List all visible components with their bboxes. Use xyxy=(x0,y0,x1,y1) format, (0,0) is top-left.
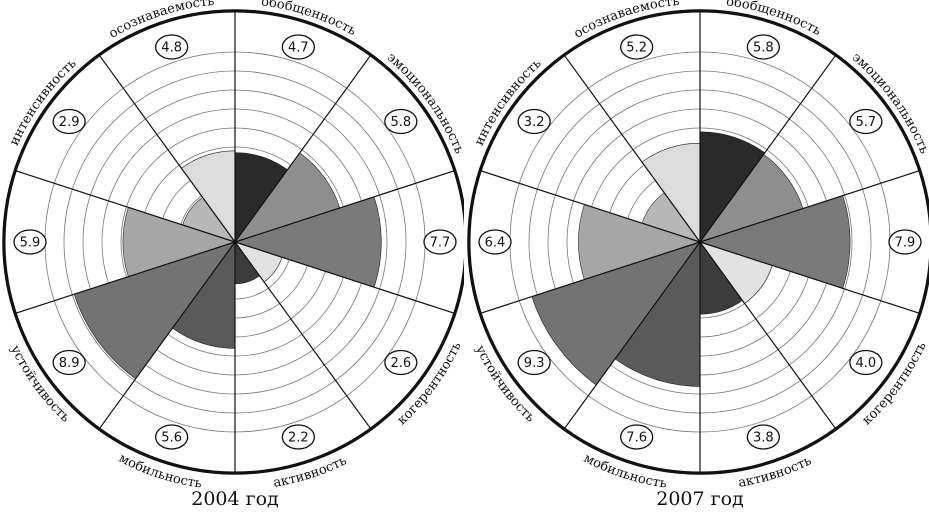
sector-6 xyxy=(531,241,701,386)
value-label-7: 5.9 xyxy=(13,229,47,255)
value-bubble xyxy=(423,229,457,255)
value-text: 4.0 xyxy=(856,356,877,371)
value-text: 2.2 xyxy=(288,430,309,445)
value-text: 2.9 xyxy=(59,115,80,130)
chart-2004: 4.7 5.8 7.7 2.6 2.2 5.6 8.9 5.9 2.9 4.8 обобщеннос… xyxy=(0,0,464,514)
value-bubble xyxy=(155,424,189,450)
value-bubble xyxy=(517,108,551,135)
value-label-5: 7.6 xyxy=(620,424,654,450)
value-text: 7.9 xyxy=(895,236,916,251)
value-bubble xyxy=(849,108,883,135)
value-label-2: 7.9 xyxy=(888,229,922,255)
value-text: 5.2 xyxy=(626,41,647,56)
value-text: 9.3 xyxy=(524,356,545,371)
value-bubble xyxy=(52,108,86,135)
spoke xyxy=(479,169,701,243)
spoke xyxy=(234,241,456,315)
chart-caption: 2004 год xyxy=(191,488,279,510)
value-bubble xyxy=(478,229,512,255)
value-bubble xyxy=(888,229,922,255)
value-text: 8.9 xyxy=(59,356,80,371)
spoke xyxy=(699,241,837,431)
value-label-9: 5.2 xyxy=(620,34,654,60)
spoke xyxy=(234,53,372,243)
spoke xyxy=(98,241,236,431)
value-bubble xyxy=(384,108,418,135)
value-label-2: 7.7 xyxy=(423,229,457,255)
chart-2004-svg: 4.75.87.72.62.25.68.95.92.94.8обобщеннос… xyxy=(0,0,464,510)
value-bubble xyxy=(620,424,654,450)
value-label-0: 5.8 xyxy=(746,34,780,60)
value-bubble xyxy=(746,424,780,450)
spoke xyxy=(234,169,456,243)
value-label-3: 4.0 xyxy=(849,349,883,376)
spoke xyxy=(699,169,921,243)
chart-2007-svg: 5.85.77.94.03.87.69.36.43.25.2обобщеннос… xyxy=(465,0,929,510)
sector-7 xyxy=(578,204,701,280)
value-text: 4.7 xyxy=(288,41,309,56)
value-text: 7.6 xyxy=(626,430,647,445)
value-label-8: 3.2 xyxy=(517,108,551,135)
value-text: 5.6 xyxy=(161,430,182,445)
value-bubble xyxy=(746,34,780,60)
value-label-6: 9.3 xyxy=(517,349,551,376)
sector-2 xyxy=(699,195,851,289)
value-bubble xyxy=(517,349,551,376)
value-text: 5.8 xyxy=(753,41,774,56)
value-label-1: 5.8 xyxy=(384,108,418,135)
value-text: 6.4 xyxy=(485,236,506,251)
value-bubble xyxy=(620,34,654,60)
value-label-5: 5.6 xyxy=(155,424,189,450)
outer-ring xyxy=(467,9,929,475)
value-label-8: 2.9 xyxy=(52,108,86,135)
sector-5 xyxy=(614,241,701,387)
spoke xyxy=(699,53,837,243)
value-bubble xyxy=(281,424,315,450)
spoke xyxy=(14,241,236,315)
value-bubble xyxy=(13,229,47,255)
value-text: 5.9 xyxy=(20,236,41,251)
value-label-1: 5.7 xyxy=(849,108,883,135)
value-label-3: 2.6 xyxy=(384,349,418,376)
value-label-9: 4.8 xyxy=(155,34,189,60)
value-bubble xyxy=(281,34,315,60)
value-text: 5.8 xyxy=(391,115,412,130)
spoke xyxy=(98,53,236,243)
value-bubble xyxy=(52,349,86,376)
value-text: 3.8 xyxy=(753,430,774,445)
spoke xyxy=(563,241,701,431)
value-text: 5.7 xyxy=(856,115,877,130)
sector-2 xyxy=(234,196,382,288)
value-bubble xyxy=(849,349,883,376)
spoke xyxy=(699,241,921,315)
value-label-0: 4.7 xyxy=(281,34,315,60)
value-label-7: 6.4 xyxy=(478,229,512,255)
spoke xyxy=(563,53,701,243)
chart-caption: 2007 год xyxy=(656,488,744,510)
value-bubble xyxy=(155,34,189,60)
spoke xyxy=(479,241,701,315)
value-label-6: 8.9 xyxy=(52,349,86,376)
value-text: 3.2 xyxy=(524,115,545,130)
spoke xyxy=(234,241,372,431)
outer-ring xyxy=(2,9,464,475)
value-label-4: 2.2 xyxy=(281,424,315,450)
value-bubble xyxy=(384,349,418,376)
value-text: 4.8 xyxy=(161,41,182,56)
spoke xyxy=(14,169,236,243)
value-text: 2.6 xyxy=(391,356,412,371)
value-label-4: 3.8 xyxy=(746,424,780,450)
sector-6 xyxy=(73,241,236,380)
chart-2007: 5.8 5.7 7.9 4.0 3.8 7.6 9.3 6.4 3.2 5.2 обобщеннос… xyxy=(465,0,929,514)
category-label-7: широта xyxy=(465,215,467,269)
category-label-7: широта xyxy=(0,215,2,269)
value-text: 7.7 xyxy=(430,236,451,251)
